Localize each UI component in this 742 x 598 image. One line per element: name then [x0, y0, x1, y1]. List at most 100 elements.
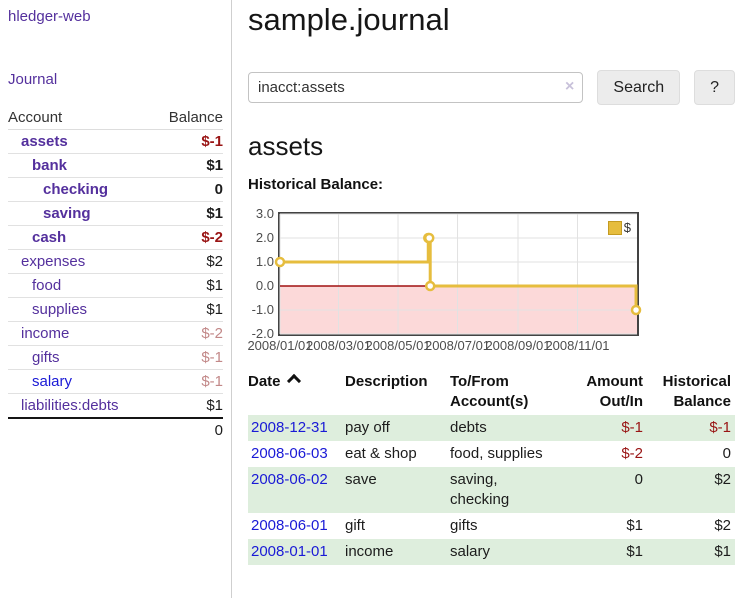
y-axis-tick-label: -1.0 — [251, 302, 274, 317]
transaction-accounts: gifts — [450, 517, 478, 534]
account-balance: $-2 — [152, 225, 223, 250]
account-balance: $1 — [152, 201, 223, 226]
account-balance: $-1 — [152, 369, 223, 394]
account-row: income $-2 — [8, 321, 223, 346]
search-form: × Search ? — [248, 70, 735, 105]
transaction-description: save — [345, 471, 377, 488]
account-row: expenses $2 — [8, 249, 223, 274]
x-axis-tick-label: 2008/03/01 — [305, 338, 372, 353]
search-button[interactable]: Search — [597, 70, 681, 105]
data-point-marker — [274, 256, 286, 268]
transaction-date-link[interactable]: 2008-01-01 — [251, 543, 328, 560]
register-header-account: To/From Account(s) — [450, 373, 529, 410]
accounts-total-row: 0 — [8, 417, 223, 442]
register-row: 2008-01-01 income salary $1 $1 — [248, 539, 735, 565]
account-link-liabilities-debts[interactable]: liabilities:debts — [21, 397, 119, 414]
transaction-amount: $-1 — [621, 419, 643, 436]
x-axis-tick-label: 2008/11/01 — [545, 338, 610, 353]
help-button[interactable]: ? — [694, 70, 735, 105]
register-header-date[interactable]: Date — [248, 370, 345, 415]
transaction-date-link[interactable]: 2008-06-03 — [251, 445, 328, 462]
transaction-date-link[interactable]: 2008-06-01 — [251, 517, 328, 534]
account-row: salary $-1 — [8, 369, 223, 394]
transaction-balance: $-1 — [709, 419, 731, 436]
x-axis-tick-label: 2008/01/01 — [247, 338, 313, 353]
account-balance: $1 — [152, 297, 223, 322]
search-input[interactable] — [248, 72, 584, 103]
accounts-header-account: Account — [8, 106, 153, 130]
account-row: bank $1 — [8, 153, 223, 178]
account-balance: $1 — [152, 273, 223, 298]
transaction-description: eat & shop — [345, 445, 417, 462]
transaction-accounts: salary — [450, 543, 491, 560]
account-row: assets $-1 — [8, 129, 223, 154]
x-axis-tick-label: 2008/09/01 — [485, 338, 551, 353]
transaction-amount: $-2 — [621, 445, 643, 462]
account-balance: $2 — [152, 249, 223, 274]
register-row: 2008-12-31 pay off debts $-1 $-1 — [248, 415, 735, 441]
account-link-food[interactable]: food — [32, 277, 62, 294]
account-link-supplies[interactable]: supplies — [32, 301, 88, 318]
nav-journal-link[interactable]: Journal — [8, 71, 58, 88]
accounts-total-value: 0 — [152, 417, 223, 442]
x-axis-tick-label: 2008/05/01 — [365, 338, 431, 353]
account-balance: $-1 — [152, 345, 223, 370]
account-balance: $-2 — [152, 321, 223, 346]
accounts-header-row: Account Balance — [8, 106, 223, 130]
transaction-description: pay off — [345, 419, 390, 436]
account-link-saving[interactable]: saving — [43, 205, 91, 222]
account-link-expenses[interactable]: expenses — [21, 253, 86, 270]
account-link-gifts[interactable]: gifts — [32, 349, 60, 366]
register-row: 2008-06-03 eat & shop food, supplies $-2 0 — [248, 441, 735, 467]
data-point-marker — [630, 304, 642, 316]
transaction-balance: $2 — [714, 517, 731, 534]
y-axis-tick-label: 1.0 — [255, 254, 274, 269]
chart-title: Historical Balance: — [248, 176, 384, 193]
account-link-salary[interactable]: salary — [32, 373, 73, 390]
account-row: liabilities:debts $1 — [8, 393, 223, 419]
account-row: supplies $1 — [8, 297, 223, 322]
chart-legend: $ — [607, 220, 631, 235]
y-axis-tick-label: 3.0 — [255, 206, 274, 221]
account-link-checking[interactable]: checking — [43, 181, 109, 198]
account-link-assets[interactable]: assets — [21, 133, 68, 150]
register-table: Date Description To/From Account(s) Amou… — [248, 370, 735, 565]
register-row: 2008-06-02 save saving, checking 0 $2 — [248, 467, 735, 513]
y-axis-tick-label: 0.0 — [255, 278, 274, 293]
page-title: sample.journal — [248, 2, 450, 37]
account-link-cash[interactable]: cash — [32, 229, 67, 246]
account-balance: 0 — [152, 177, 223, 202]
x-axis-tick-label: 2008/07/01 — [424, 338, 491, 353]
legend-swatch-icon — [607, 220, 622, 235]
sidebar: hledger-web Journal Account Balance asse… — [0, 0, 232, 598]
clear-search-icon[interactable]: × — [565, 78, 575, 95]
transaction-amount: 0 — [634, 471, 643, 488]
chart-plot-area: $ — [274, 212, 642, 336]
transaction-balance: $2 — [714, 471, 731, 488]
legend-label: $ — [623, 220, 631, 235]
main-panel: sample.journal × Search ? assets Histori… — [233, 0, 742, 565]
sidebar-nav: Journal — [8, 71, 223, 88]
register-header-balance: Historical Balance — [662, 373, 731, 410]
transaction-amount: $1 — [626, 517, 643, 534]
transaction-balance: $1 — [714, 543, 731, 560]
transaction-description: gift — [345, 517, 366, 534]
account-row: cash $-2 — [8, 225, 223, 250]
accounts-header-balance: Balance — [152, 106, 223, 130]
register-row: 2008-06-01 gift gifts $1 $2 — [248, 513, 735, 539]
transaction-accounts: debts — [450, 419, 487, 436]
account-row: saving $1 — [8, 201, 223, 226]
account-link-income[interactable]: income — [21, 325, 70, 342]
account-balance: $-1 — [152, 129, 223, 154]
y-axis-tick-label: 2.0 — [255, 230, 274, 245]
historical-balance-chart: $ 3.0 2.0 1.0 0.0 -1.0 -2.0 2008/01/01 2008/03/… — [247, 207, 735, 360]
transaction-date-link[interactable]: 2008-12-31 — [251, 419, 328, 436]
register-header-amount: Amount Out/In — [586, 373, 643, 410]
transaction-amount: $1 — [626, 543, 643, 560]
register-header-description: Description — [345, 373, 428, 390]
account-heading: assets — [248, 131, 324, 161]
transaction-date-link[interactable]: 2008-06-02 — [251, 471, 328, 488]
data-point-marker — [424, 280, 436, 292]
brand-link[interactable]: hledger-web — [8, 8, 91, 25]
account-link-bank[interactable]: bank — [32, 157, 68, 174]
